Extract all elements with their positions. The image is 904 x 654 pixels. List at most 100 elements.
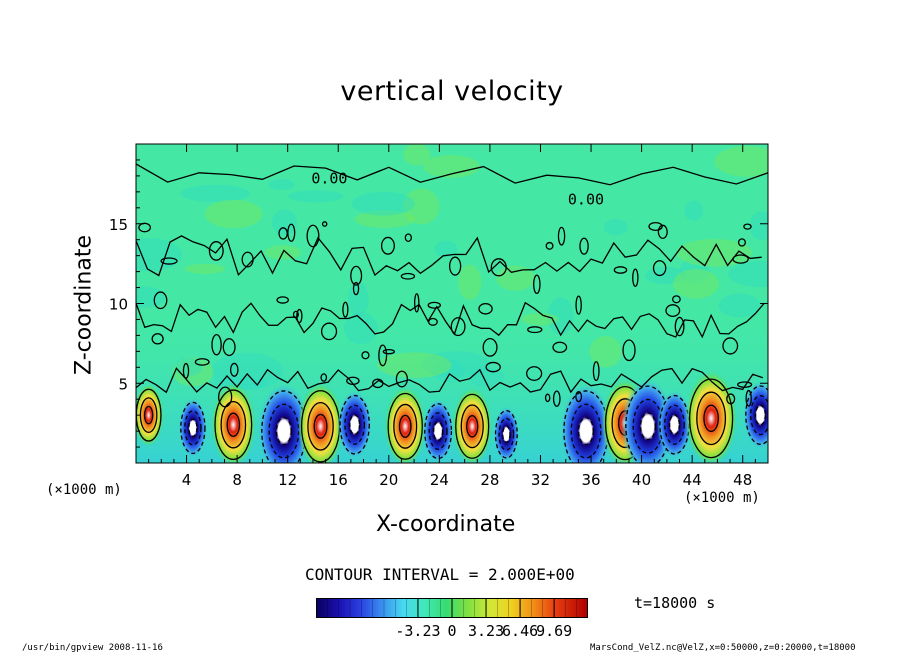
field-texture	[603, 218, 628, 236]
cell-contour	[494, 409, 518, 459]
cell-contour	[754, 404, 766, 426]
x-tick-label: 28	[480, 471, 499, 489]
field-texture	[180, 184, 250, 203]
small-contour	[400, 272, 416, 280]
small-contour	[737, 238, 746, 247]
chart-title: vertical velocity	[340, 76, 564, 107]
small-contour	[579, 237, 589, 255]
field-texture	[431, 358, 465, 383]
footer-left: /usr/bin/gpview 2008-11-16	[22, 643, 163, 653]
cell-contour	[143, 405, 154, 425]
small-contour	[320, 322, 338, 341]
contour-label: 0.00	[568, 190, 604, 208]
field-texture	[354, 210, 415, 228]
small-contour	[745, 389, 752, 407]
field-texture	[422, 154, 480, 178]
field-texture	[184, 263, 226, 274]
cell-contour	[313, 413, 328, 439]
small-contour	[557, 226, 566, 246]
cell-contour	[577, 417, 594, 446]
cell-contour	[184, 410, 202, 446]
y-axis-label: Z-coordinate	[71, 235, 97, 375]
small-contour	[352, 281, 360, 296]
x-tick-label: 20	[379, 471, 398, 489]
cell-contour	[750, 395, 768, 436]
small-contour	[276, 296, 290, 304]
small-contour	[533, 274, 541, 295]
small-contour	[743, 223, 752, 230]
cell-contour	[703, 404, 719, 433]
cell-contour	[339, 394, 370, 455]
small-contour	[575, 295, 582, 315]
field-texture	[589, 335, 622, 368]
field-texture	[718, 293, 761, 318]
colorbar-tick-label: -3.23	[395, 622, 441, 640]
small-contour	[160, 257, 178, 265]
small-contour	[657, 224, 668, 240]
small-contour	[450, 317, 466, 337]
small-contour	[592, 361, 600, 382]
small-contour	[545, 241, 554, 250]
small-contour	[414, 293, 420, 313]
x-tick-label: 12	[278, 471, 297, 489]
cell-downdraft-1	[178, 397, 208, 459]
small-contour	[278, 227, 288, 240]
small-contour	[737, 381, 753, 388]
small-contour	[652, 260, 667, 277]
cell-contour	[689, 378, 734, 459]
cell-downdraft-9	[493, 405, 520, 463]
small-contour	[138, 222, 152, 233]
cell-updraft-8	[452, 388, 492, 463]
small-contour	[378, 344, 388, 367]
small-contour	[665, 304, 681, 318]
field-texture	[204, 199, 263, 229]
cell-contour	[664, 404, 685, 445]
field-texture	[211, 352, 284, 390]
cell-contour	[344, 404, 366, 445]
small-contour	[372, 378, 384, 389]
field-texture	[644, 266, 688, 285]
cell-updraft-2	[211, 383, 256, 463]
cell-contour	[502, 425, 511, 443]
y-tick-label: 10	[109, 296, 128, 314]
cell-contour	[466, 415, 479, 438]
cell-contour	[639, 412, 656, 441]
small-contour	[320, 373, 328, 382]
small-contour	[208, 241, 224, 261]
field-texture	[271, 209, 298, 236]
cell-contour	[745, 385, 768, 445]
field-texture	[521, 313, 559, 326]
small-contour	[478, 302, 493, 315]
zero-contour-low	[136, 367, 764, 394]
cell-contour	[139, 397, 158, 434]
small-contour	[306, 224, 320, 248]
colorbar-tick-label: 9.69	[536, 622, 573, 640]
small-contour	[722, 337, 739, 355]
small-contour	[427, 301, 441, 309]
small-contour	[321, 221, 328, 227]
footer-right: MarsCond_VelZ.nc@VelZ,x=0:50000,z=0:2000…	[590, 643, 856, 653]
cell-contour	[214, 389, 253, 461]
small-contour	[648, 221, 663, 232]
y-tick-label: 15	[109, 216, 128, 234]
field-texture	[343, 312, 378, 345]
small-contour	[350, 265, 363, 286]
cell-downdraft-5	[337, 389, 373, 460]
cell-contour	[498, 417, 515, 451]
small-contour	[428, 317, 438, 326]
small-contour	[153, 291, 168, 310]
small-contour	[296, 308, 303, 324]
small-contour	[404, 233, 412, 242]
x-tick-label: 36	[581, 471, 600, 489]
colorbar-tick-label: 6.46	[502, 622, 539, 640]
y-tick-label: 5	[118, 375, 128, 393]
field-texture	[136, 285, 166, 309]
small-contour	[361, 351, 370, 360]
x-tick-label: 44	[683, 471, 702, 489]
small-contour	[380, 236, 395, 255]
field-texture	[351, 191, 415, 216]
small-contour	[222, 338, 236, 357]
field-texture	[458, 264, 482, 300]
